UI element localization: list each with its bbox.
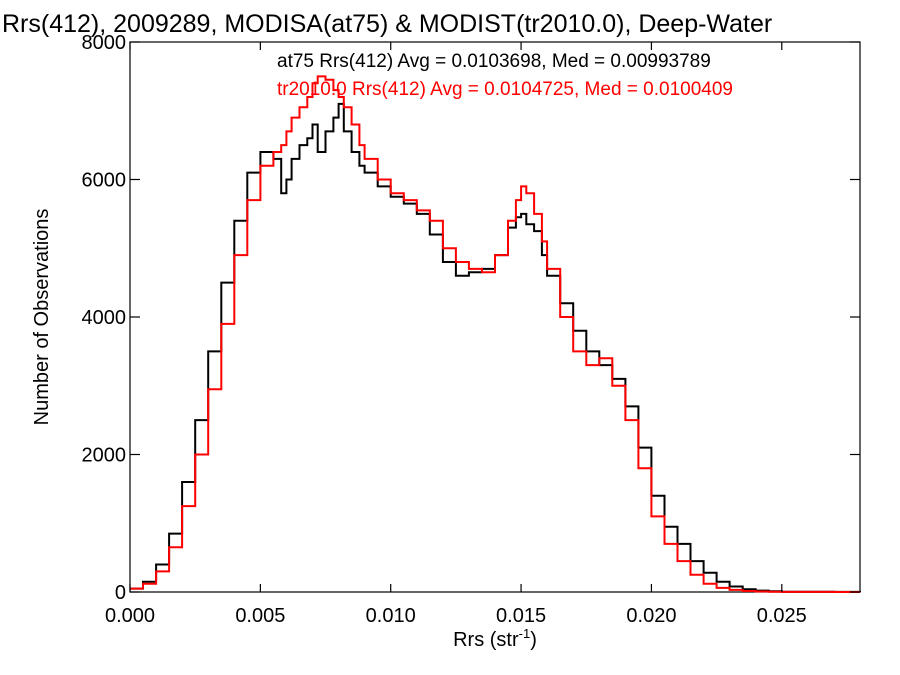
series-line-at75 xyxy=(130,102,861,593)
plot-frame xyxy=(129,41,861,593)
x-tick-label: 0.000 xyxy=(105,605,155,627)
y-tick-label: 4000 xyxy=(82,307,127,329)
x-tick-label: 0.020 xyxy=(626,605,676,627)
plot-area: 0.000 0.005 0.010 0.015 0.020 0.025 0 2000 4000… xyxy=(82,32,861,627)
legend: at75 Rrs(412) Avg = 0.0103698, Med = 0.0… xyxy=(277,51,733,100)
legend-entry-tr2010: tr2010.0 Rrs(412) Avg = 0.0104725, Med =… xyxy=(277,79,733,100)
x-tick-label: 0.010 xyxy=(366,605,416,627)
legend-entry-at75: at75 Rrs(412) Avg = 0.0103698, Med = 0.0… xyxy=(277,51,711,72)
chart-title: Rrs(412), 2009289, MODISA(at75) & MODIST… xyxy=(2,10,772,38)
y-axis-ticks: 0 2000 4000 6000 8000 xyxy=(82,32,860,604)
y-tick-label: 0 xyxy=(115,582,126,604)
series-line-tr2010 xyxy=(130,75,860,593)
x-tick-label: 0.015 xyxy=(496,605,546,627)
y-tick-label: 6000 xyxy=(82,170,127,192)
y-tick-label: 8000 xyxy=(82,32,127,54)
x-axis-ticks: 0.000 0.005 0.010 0.015 0.020 0.025 xyxy=(105,42,807,627)
y-tick-label: 2000 xyxy=(82,445,127,467)
y-axis-label: Number of Observations xyxy=(31,209,53,426)
series-group xyxy=(130,75,861,593)
x-axis-label: Rrs (str-1) xyxy=(453,626,537,651)
x-tick-label: 0.025 xyxy=(757,605,807,627)
x-tick-label: 0.005 xyxy=(235,605,285,627)
